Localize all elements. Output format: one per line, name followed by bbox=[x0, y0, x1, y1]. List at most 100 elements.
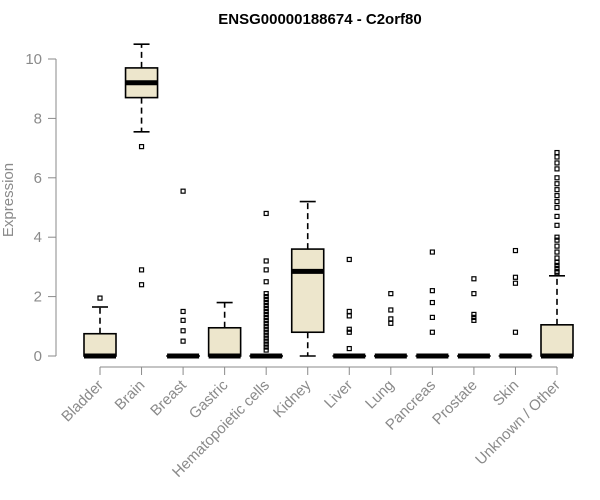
x-tick-label: Liver bbox=[321, 377, 356, 412]
outlier-point bbox=[429, 314, 435, 320]
outlier-point bbox=[180, 317, 186, 323]
outlier-point bbox=[554, 259, 560, 266]
outlier-point bbox=[554, 154, 560, 160]
outlier-point bbox=[346, 313, 352, 319]
outlier-point bbox=[263, 305, 269, 312]
outlier-point bbox=[263, 326, 269, 332]
x-tick-label: Prostate bbox=[429, 377, 481, 429]
outlier-point bbox=[471, 291, 477, 297]
outlier-point bbox=[180, 188, 186, 194]
outlier-point bbox=[388, 316, 394, 322]
iqr-box bbox=[290, 248, 325, 334]
iqr-box bbox=[540, 324, 574, 357]
outlier-point bbox=[554, 237, 560, 243]
box-group bbox=[415, 249, 450, 359]
iqr-box bbox=[83, 332, 117, 357]
outlier-point bbox=[346, 256, 352, 263]
outlier-point bbox=[388, 320, 394, 326]
outlier-point bbox=[263, 335, 269, 341]
box-group bbox=[290, 200, 325, 357]
outlier-point bbox=[388, 291, 394, 297]
outlier-point bbox=[138, 282, 145, 288]
outlier-point bbox=[554, 249, 560, 255]
y-axis-label: Expression bbox=[0, 163, 17, 237]
box-group bbox=[332, 256, 367, 359]
outlier-point bbox=[554, 262, 560, 269]
box-group bbox=[457, 276, 491, 359]
outlier-point bbox=[263, 329, 269, 335]
x-tick-label: Kidney bbox=[270, 376, 315, 421]
outlier-point bbox=[263, 299, 269, 306]
outlier-point bbox=[512, 280, 519, 286]
outlier-point bbox=[554, 149, 560, 156]
box-group bbox=[540, 149, 574, 359]
outlier-point bbox=[554, 234, 560, 240]
outlier-point bbox=[554, 187, 560, 193]
outlier-point bbox=[429, 288, 435, 294]
outlier-point bbox=[263, 308, 269, 315]
outlier-point bbox=[554, 243, 560, 249]
box-group bbox=[124, 43, 159, 288]
y-axis: 0 2 4 6 8 10 bbox=[25, 51, 57, 365]
y-tick-label: 0 bbox=[34, 348, 42, 365]
box-group bbox=[498, 247, 533, 359]
outlier-point bbox=[512, 274, 519, 280]
y-tick-label: 6 bbox=[34, 170, 42, 187]
y-tick-label: 10 bbox=[25, 51, 42, 68]
outlier-point bbox=[512, 329, 519, 335]
outlier-point bbox=[263, 347, 269, 353]
outlier-point bbox=[97, 295, 103, 301]
outlier-point bbox=[138, 267, 145, 273]
outlier-point bbox=[263, 294, 269, 300]
outlier-point bbox=[180, 308, 186, 315]
outlier-point bbox=[346, 326, 352, 332]
outlier-point bbox=[554, 181, 560, 187]
box-group bbox=[374, 291, 408, 359]
box-group bbox=[249, 210, 283, 359]
x-tick-label: Brain bbox=[112, 377, 149, 414]
outlier-point bbox=[554, 166, 560, 172]
outlier-point bbox=[554, 175, 560, 181]
outlier-point bbox=[554, 270, 560, 276]
x-tick-label: Breast bbox=[147, 376, 190, 419]
outlier-point bbox=[138, 144, 145, 150]
outlier-point bbox=[263, 341, 269, 347]
boxplot-series bbox=[83, 43, 574, 359]
outlier-point bbox=[554, 160, 560, 166]
outlier-point bbox=[263, 344, 269, 350]
iqr-box bbox=[207, 326, 242, 357]
outlier-point bbox=[554, 213, 560, 220]
outlier-point bbox=[554, 193, 560, 199]
outlier-point bbox=[263, 302, 269, 309]
y-tick-label: 8 bbox=[34, 110, 42, 127]
outlier-point bbox=[263, 338, 269, 344]
outlier-point bbox=[554, 222, 560, 228]
box-group bbox=[166, 188, 200, 359]
x-tick-label: Bladder bbox=[58, 377, 107, 426]
box-group bbox=[207, 301, 242, 359]
y-tick-label: 4 bbox=[34, 229, 42, 246]
outlier-point bbox=[346, 329, 352, 335]
outlier-point bbox=[263, 267, 269, 273]
outlier-point bbox=[346, 308, 352, 315]
outlier-point bbox=[180, 328, 186, 334]
outlier-point bbox=[471, 314, 477, 320]
outlier-point bbox=[263, 314, 269, 320]
outlier-point bbox=[346, 345, 352, 352]
outlier-point bbox=[263, 210, 269, 217]
outlier-point bbox=[263, 258, 269, 264]
outlier-point bbox=[512, 247, 519, 254]
outlier-point bbox=[429, 299, 435, 306]
outlier-point bbox=[263, 320, 269, 326]
outlier-point bbox=[263, 323, 269, 329]
outlier-point bbox=[263, 291, 269, 297]
box-group bbox=[83, 295, 117, 359]
outlier-point bbox=[263, 279, 269, 285]
outlier-point bbox=[429, 329, 435, 335]
outlier-point bbox=[180, 338, 186, 344]
outlier-point bbox=[554, 204, 560, 211]
outlier-point bbox=[554, 198, 560, 205]
y-tick-label: 2 bbox=[34, 289, 42, 306]
